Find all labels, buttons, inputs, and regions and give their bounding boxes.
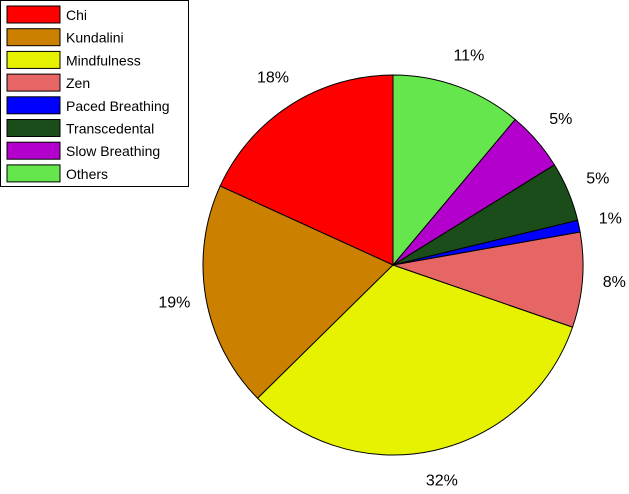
legend-swatch-others [6, 164, 61, 183]
legend-swatch-zen [6, 73, 61, 92]
legend-swatch-slow-breathing [6, 141, 61, 160]
percent-label-chi: 18% [257, 69, 289, 86]
legend-label-slow-breathing: Slow Breathing [66, 143, 160, 159]
percent-label-zen: 8% [603, 274, 626, 291]
legend-swatch-mindfulness [6, 50, 61, 69]
legend-label-kundalini: Kundalini [66, 30, 124, 46]
percent-label-slow-breathing: 5% [549, 111, 572, 128]
percent-label-transcedental: 5% [586, 170, 609, 187]
pie-slice-zen [391, 231, 584, 328]
pie-slice-mindfulness [256, 264, 574, 456]
pie-slice-kundalini [202, 185, 394, 399]
pie-slice-chi [219, 74, 394, 266]
legend-swatch-paced-breathing [6, 96, 61, 115]
legend-label-paced-breathing: Paced Breathing [66, 98, 170, 114]
legend-swatch-kundalini [6, 28, 61, 47]
percent-label-mindfulness: 32% [426, 473, 458, 490]
legend: Chi Kundalini Mindfulness Zen Paced Breathin… [0, 0, 189, 187]
legend-label-others: Others [66, 166, 108, 182]
legend-label-chi: Chi [66, 7, 87, 23]
legend-swatch-chi [6, 5, 61, 24]
percent-label-kundalini: 19% [158, 295, 190, 312]
legend-label-transcedental: Transcedental [66, 121, 154, 137]
slice-percent-labels: 18% 19% 32% 8% 1% 5% 5% 11% [158, 48, 625, 490]
legend-label-zen: Zen [66, 75, 90, 91]
percent-label-paced-breathing: 1% [599, 211, 622, 228]
legend-swatch-transcedental [6, 119, 61, 137]
pie-slices [202, 74, 584, 456]
legend-label-mindfulness: Mindfulness [66, 52, 141, 68]
pie-slice-others [392, 74, 516, 267]
percent-label-others: 11% [453, 48, 484, 65]
